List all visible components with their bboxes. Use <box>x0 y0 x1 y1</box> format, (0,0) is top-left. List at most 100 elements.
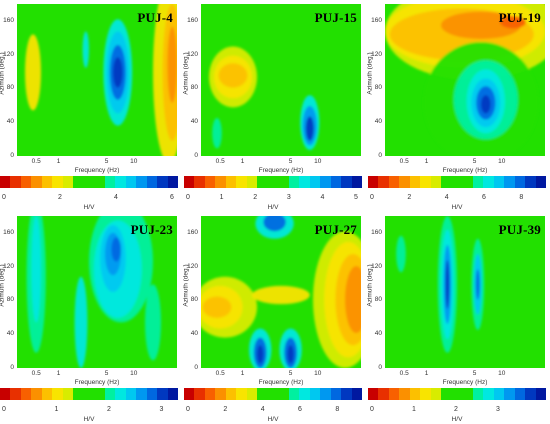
x-axis-label: Frequency (Hz) <box>442 379 488 386</box>
y-tick-label: 160 <box>3 228 14 236</box>
colorbar-swatch <box>125 388 137 400</box>
heatmap-svg <box>201 4 361 156</box>
colorbar-swatch <box>125 176 137 188</box>
x-tick-label: 5 <box>104 370 109 377</box>
panel-title: PUJ-27 <box>314 222 357 237</box>
colorbar-swatch <box>278 388 289 400</box>
x-axis-label: Frequency (Hz) <box>74 167 120 174</box>
colorbar-swatch <box>115 176 126 188</box>
colorbar-label: H/V <box>83 204 95 211</box>
hv-contour <box>345 266 361 334</box>
colorbar-tick: 0 <box>2 194 6 201</box>
colorbar-tick: 2 <box>407 194 412 201</box>
colorbar-swatch <box>167 388 178 400</box>
colorbar-swatch <box>409 176 421 188</box>
background-field <box>385 216 545 368</box>
colorbar-swatch <box>83 176 95 188</box>
hv-contour <box>145 284 161 361</box>
panel-title: PUJ-19 <box>498 10 541 25</box>
colorbar-swatch <box>399 388 410 400</box>
y-tick-label: 40 <box>190 118 198 126</box>
x-axis-label: Frequency (Hz) <box>258 167 304 174</box>
colorbar-swatch <box>0 176 11 188</box>
y-tick-label: 80 <box>6 296 14 304</box>
x-tick-label: 10 <box>498 158 506 165</box>
x-tick-label: 1 <box>424 370 429 377</box>
x-tick-label: 5 <box>472 370 477 377</box>
hv-contour <box>445 260 450 309</box>
colorbar-swatch <box>41 388 53 400</box>
x-tick-label: 1 <box>56 370 61 377</box>
x-tick-label: 5 <box>288 370 293 377</box>
hv-contour <box>481 95 491 114</box>
background-field <box>17 4 177 156</box>
colorbar-swatch <box>146 176 158 188</box>
y-tick-label: 0 <box>194 152 198 159</box>
colorbar-swatch <box>73 388 84 400</box>
hv-contour <box>25 34 41 111</box>
colorbar-swatch <box>215 388 226 400</box>
colorbar-swatch <box>267 388 279 400</box>
heatmap-svg <box>201 216 361 368</box>
x-tick-label: 0.5 <box>31 370 41 377</box>
hv-contour <box>202 296 232 318</box>
colorbar-tick: 0 <box>186 406 190 413</box>
colorbar-tick: 5 <box>354 194 358 201</box>
colorbar-tick: 1 <box>219 194 224 201</box>
colorbar-swatch <box>351 388 362 400</box>
colorbar-swatch <box>246 176 258 188</box>
x-tick-label: 1 <box>424 158 429 165</box>
y-tick-label: 80 <box>190 84 198 92</box>
colorbar-swatch <box>368 388 379 400</box>
hv-contour <box>111 237 121 262</box>
colorbar-tick: 0 <box>370 406 374 413</box>
heatmap-svg <box>17 216 177 368</box>
colorbar-tick: 3 <box>159 406 164 413</box>
colorbar-swatch <box>388 388 400 400</box>
x-tick-label: 10 <box>314 158 322 165</box>
colorbar-swatch <box>399 176 410 188</box>
colorbar-swatch <box>320 176 331 188</box>
hv-contour <box>82 31 90 68</box>
colorbar-strip <box>184 176 362 188</box>
colorbar-swatch <box>225 388 237 400</box>
colorbar-swatch <box>194 388 205 400</box>
colorbar-swatch <box>378 388 389 400</box>
panel-puj-4: PUJ-4 Azimuth (deg.) 0 40 80 120 160 0.5 1 5 10 Fre… <box>0 0 178 212</box>
x-tick-label: 10 <box>498 370 506 377</box>
colorbar-tick: 1 <box>54 406 59 413</box>
colorbar-swatch <box>330 388 342 400</box>
colorbar-label: H/V <box>451 204 463 211</box>
colorbar-tick: 8 <box>519 194 524 201</box>
colorbar-swatch <box>351 176 362 188</box>
colorbar-swatch <box>525 388 536 400</box>
heatmap-svg <box>17 4 177 156</box>
colorbar-swatch <box>493 388 505 400</box>
colorbar-swatch <box>204 388 216 400</box>
y-tick-label: 0 <box>10 152 14 159</box>
x-tick-label: 0.5 <box>399 370 409 377</box>
colorbar-swatch <box>94 176 105 188</box>
colorbar-swatch <box>257 388 268 400</box>
panel-title: PUJ-23 <box>130 222 173 237</box>
colorbar-swatch <box>299 388 310 400</box>
heatmap-plot: PUJ-23 <box>17 216 177 368</box>
colorbar-swatch <box>483 388 494 400</box>
heatmap-plot: PUJ-39 <box>385 216 545 368</box>
hv-contour <box>263 216 286 232</box>
colorbar-tick: 2 <box>223 406 228 413</box>
colorbar-swatch <box>409 388 421 400</box>
colorbar-swatch <box>31 388 42 400</box>
colorbar-swatch <box>257 176 268 188</box>
colorbar-tick: 2 <box>58 194 62 201</box>
colorbar-swatch <box>504 176 515 188</box>
colorbar-tick: 3 <box>286 194 291 201</box>
y-tick-label: 120 <box>187 50 198 58</box>
colorbar-tick: 8 <box>335 406 340 413</box>
colorbar-swatch <box>136 176 147 188</box>
colorbar-swatch <box>341 388 352 400</box>
y-tick-label: 80 <box>6 84 14 92</box>
colorbar-swatch <box>52 176 63 188</box>
colorbar-tick: 6 <box>170 194 174 201</box>
colorbar-swatch <box>504 388 515 400</box>
